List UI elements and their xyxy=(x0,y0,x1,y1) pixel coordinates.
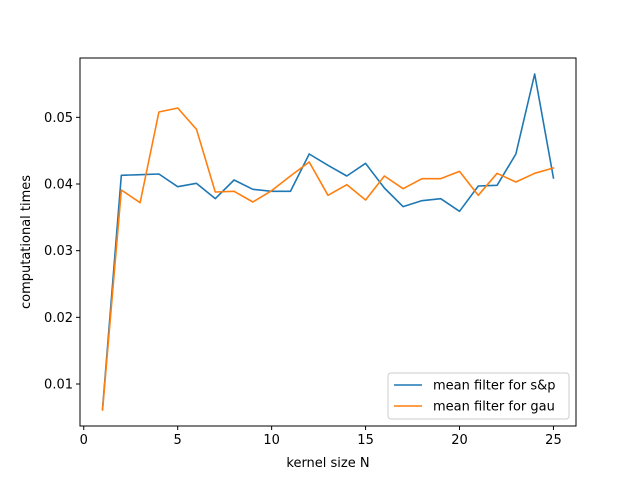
legend-label-1: mean filter for s&p xyxy=(433,379,556,394)
legend-box xyxy=(387,372,570,420)
x-tick-label: 0 xyxy=(80,433,88,448)
y-tick-label: 0.02 xyxy=(44,311,73,326)
axes-frame xyxy=(79,57,577,427)
y-tick-label: 0.03 xyxy=(44,244,73,259)
x-tick-label: 15 xyxy=(357,433,374,448)
series-line-1 xyxy=(101,73,555,410)
x-tick-label: 5 xyxy=(174,433,182,448)
x-tick-label: 10 xyxy=(263,433,280,448)
y-axis-label: computational times xyxy=(19,175,34,309)
y-tick-label: 0.01 xyxy=(44,378,73,393)
y-tick-label: 0.04 xyxy=(44,178,73,193)
x-axis-ticks: 0 5 10 15 20 25 xyxy=(80,426,562,448)
y-tick-label: 0.05 xyxy=(44,111,73,126)
legend: mean filter for s&p mean filter for gau xyxy=(387,372,570,420)
series-line-2 xyxy=(101,107,555,411)
x-tick-label: 25 xyxy=(545,433,562,448)
x-tick-label: 20 xyxy=(451,433,468,448)
x-axis-label: kernel size N xyxy=(286,456,369,471)
legend-label-2: mean filter for gau xyxy=(433,400,555,415)
y-axis-ticks: 0.01 0.02 0.03 0.04 0.05 xyxy=(44,111,80,393)
plot-lines xyxy=(101,73,555,411)
